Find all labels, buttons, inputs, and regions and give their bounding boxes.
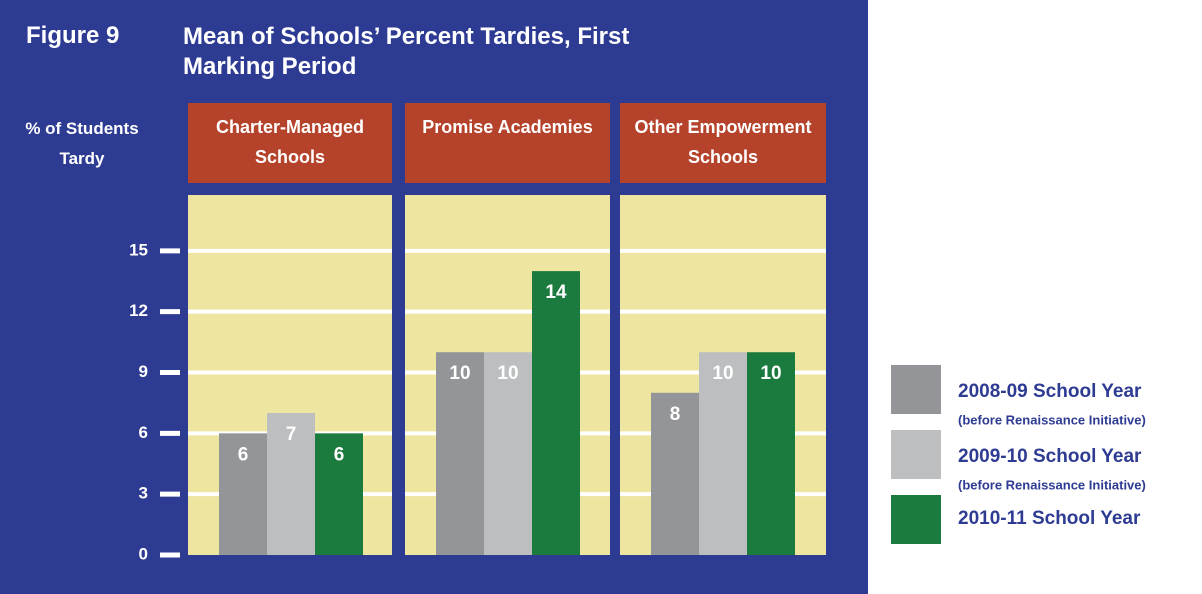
y-axis-label: % of Students Tardy [25, 119, 139, 168]
data-label: 10 [760, 363, 781, 384]
y-tick-label: 3 [139, 484, 148, 503]
data-label: 7 [286, 424, 297, 445]
figure-label: Figure 9 [26, 22, 120, 49]
legend-note: (before Renaissance Initiative) [958, 477, 1146, 492]
data-label: 6 [334, 444, 345, 465]
group-header [405, 103, 610, 183]
legend-label: 2009-10 School Year [958, 446, 1142, 467]
legend-label: 2008-09 School Year [958, 381, 1142, 402]
bar [747, 352, 795, 555]
y-tick-label: 0 [139, 544, 148, 563]
bar [436, 352, 484, 555]
bar [484, 352, 532, 555]
chart-title: Mean of Schools’ Percent Tardies, First … [183, 23, 630, 80]
data-label: 6 [238, 444, 249, 465]
data-label: 10 [449, 363, 470, 384]
y-tick-label: 6 [139, 423, 148, 442]
bar [267, 413, 315, 555]
data-label: 14 [545, 282, 567, 303]
group-header-label: Charter-Managed Schools [215, 117, 365, 167]
y-tick-label: 9 [139, 362, 148, 381]
y-tick-label: 12 [129, 301, 148, 320]
group-header [188, 103, 392, 183]
group-header-label: Other Empowerment Schools [634, 117, 812, 167]
legend-swatch [891, 495, 941, 544]
data-label: 10 [712, 363, 733, 384]
data-label: 10 [497, 363, 518, 384]
bar [699, 352, 747, 555]
bar [315, 433, 363, 555]
group-header-label: Promise Academies [422, 117, 593, 137]
legend-swatch [891, 430, 941, 479]
bar [651, 392, 699, 555]
bar [532, 271, 580, 555]
data-label: 8 [670, 404, 681, 425]
y-tick-label: 15 [129, 240, 148, 259]
legend-swatch [891, 365, 941, 414]
legend-label: 2010-11 School Year [958, 508, 1141, 529]
legend-note: (before Renaissance Initiative) [958, 412, 1146, 427]
group-header [620, 103, 826, 183]
bar [219, 433, 267, 555]
